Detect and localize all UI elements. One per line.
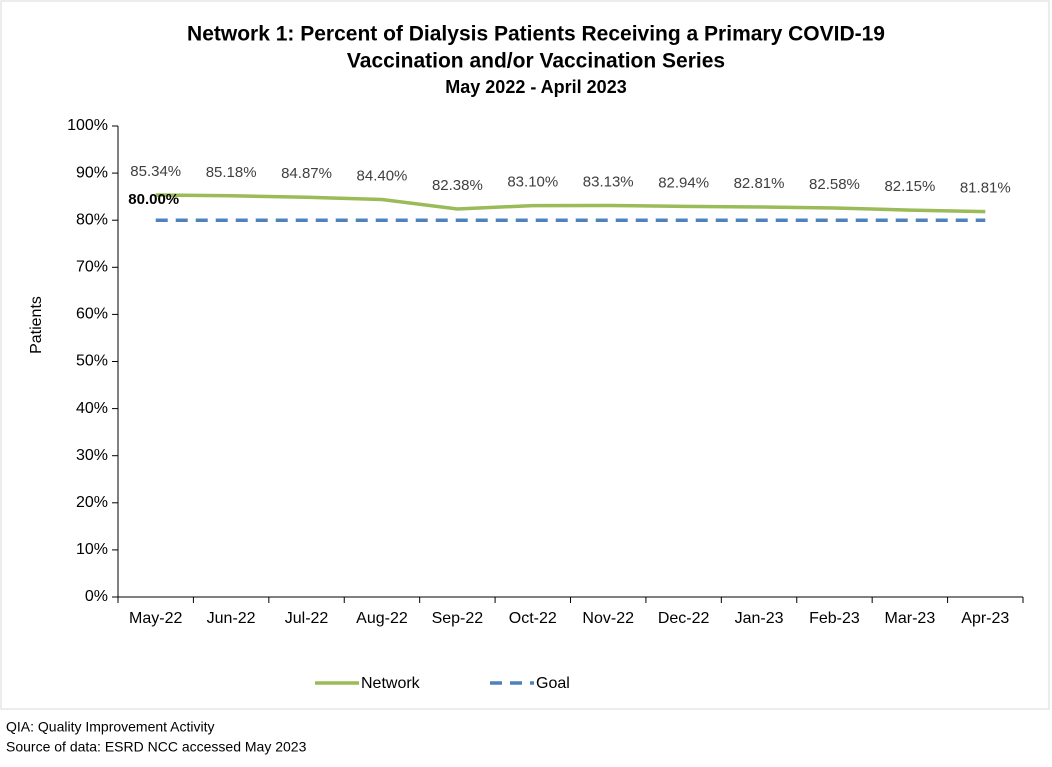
data-label: 85.34%	[130, 163, 181, 180]
y-tick-label: 70%	[76, 259, 108, 276]
x-tick-label: Sep-22	[432, 610, 484, 627]
series-line	[155, 193, 986, 214]
y-tick-label: 40%	[76, 400, 108, 417]
note: QIA: Quality Improvement Activity	[6, 719, 215, 735]
data-label: 82.81%	[734, 175, 785, 192]
data-label: 84.40%	[357, 167, 408, 184]
y-tick-label: 60%	[76, 306, 108, 323]
legend-label: Network	[361, 675, 421, 692]
chart-title: Vaccination and/or Vaccination Series	[347, 50, 725, 73]
chart-subtitle: May 2022 - April 2023	[445, 77, 626, 97]
x-tick-label: May-22	[129, 610, 182, 627]
data-label: 83.13%	[583, 173, 634, 190]
data-label: 82.15%	[884, 178, 935, 195]
x-tick-label: Aug-22	[356, 610, 408, 627]
legend-label: Goal	[536, 675, 570, 692]
data-label: 82.94%	[658, 174, 709, 191]
y-tick-label: 0%	[85, 588, 108, 605]
x-tick-label: Feb-23	[809, 610, 860, 627]
data-label: 80.00%	[128, 191, 179, 208]
y-tick-label: 20%	[76, 494, 108, 511]
y-tick-label: 10%	[76, 541, 108, 558]
x-tick-label: Jan-23	[735, 610, 784, 627]
chart-frame	[0, 0, 1050, 710]
x-tick-label: Dec-22	[658, 610, 710, 627]
chart-title: Network 1: Percent of Dialysis Patients …	[187, 23, 885, 46]
x-tick-label: Oct-22	[509, 610, 557, 627]
data-label: 83.10%	[507, 174, 558, 191]
y-tick-label: 80%	[76, 211, 108, 228]
y-tick-label: 50%	[76, 353, 108, 370]
x-tick-label: Jul-22	[285, 610, 329, 627]
x-tick-label: Mar-23	[885, 610, 936, 627]
y-tick-label: 100%	[67, 117, 108, 134]
x-tick-label: Nov-22	[582, 610, 634, 627]
y-tick-label: 30%	[76, 447, 108, 464]
data-label: 82.38%	[432, 177, 483, 194]
data-label: 85.18%	[206, 164, 257, 181]
x-tick-label: Apr-23	[961, 610, 1009, 627]
data-label: 84.87%	[281, 165, 332, 182]
x-tick-label: Jun-22	[207, 610, 256, 627]
data-label: 82.58%	[809, 176, 860, 193]
data-label: 81.81%	[960, 180, 1011, 197]
note: Source of data: ESRD NCC accessed May 20…	[6, 739, 307, 755]
y-tick-label: 90%	[76, 164, 108, 181]
y-axis-label: Patients	[28, 296, 45, 354]
